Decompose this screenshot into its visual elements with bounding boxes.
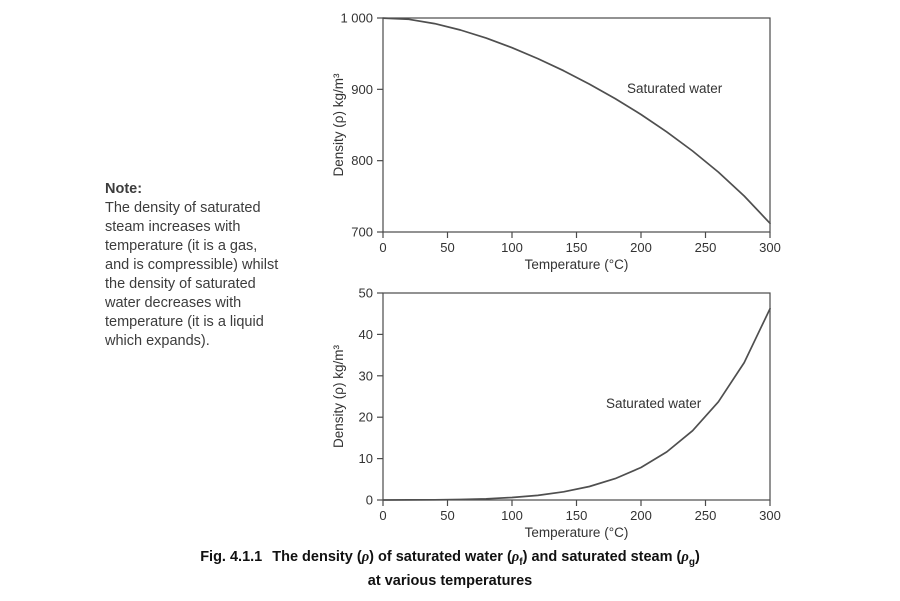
svg-text:200: 200 <box>630 508 652 523</box>
rho-symbol: ρ <box>361 549 370 565</box>
caption-line-2: at various temperatures <box>367 572 533 589</box>
subscript-g: g <box>688 556 695 568</box>
caption-line-1: Fig. 4.1.1 The density (ρ) of saturated w… <box>0 548 900 572</box>
note-block: Note: The density of saturated steam inc… <box>105 180 315 351</box>
svg-text:1 000: 1 000 <box>340 11 373 26</box>
figure-caption: Fig. 4.1.1 The density (ρ) of saturated w… <box>0 548 900 591</box>
caption-text: ) of saturated water ( <box>369 549 512 565</box>
svg-text:100: 100 <box>501 240 523 255</box>
svg-text:20: 20 <box>359 410 373 425</box>
svg-text:30: 30 <box>359 368 373 383</box>
note-title: Note: <box>105 181 143 197</box>
series-label-water: Saturated water <box>627 81 723 96</box>
svg-text:0: 0 <box>379 240 386 255</box>
svg-text:200: 200 <box>630 240 652 255</box>
svg-text:50: 50 <box>440 508 454 523</box>
svg-text:250: 250 <box>695 508 717 523</box>
series-label-steam: Saturated water <box>606 396 702 411</box>
svg-text:700: 700 <box>351 225 373 240</box>
subscript-f: f <box>519 556 523 568</box>
caption-text: ) and saturated steam ( <box>522 549 682 565</box>
svg-text:Temperature (°C): Temperature (°C) <box>525 525 629 540</box>
svg-text:Density (ρ) kg/m³: Density (ρ) kg/m³ <box>331 345 346 448</box>
svg-text:800: 800 <box>351 153 373 168</box>
rho-symbol: ρ <box>511 549 520 565</box>
saturated-water-density-chart: 700 800 900 1 000 0 50 100 150 200 250 300 Temperat… <box>331 11 781 273</box>
note-body: The density of saturated steam increases… <box>105 200 279 349</box>
svg-text:50: 50 <box>359 286 373 301</box>
caption-text: The density ( <box>272 549 362 565</box>
figure-number: Fig. 4.1.1 <box>200 549 263 565</box>
svg-text:300: 300 <box>759 240 781 255</box>
svg-text:40: 40 <box>359 327 373 342</box>
svg-text:Density (ρ) kg/m³: Density (ρ) kg/m³ <box>331 73 346 176</box>
svg-text:100: 100 <box>501 508 523 523</box>
svg-text:0: 0 <box>379 508 386 523</box>
svg-text:Temperature (°C): Temperature (°C) <box>525 257 629 272</box>
rho-symbol: ρ <box>681 549 689 565</box>
svg-text:0: 0 <box>366 493 373 508</box>
svg-text:150: 150 <box>566 508 588 523</box>
saturated-steam-density-chart: 0 10 20 30 40 50 0 50 100 150 200 250 300 Temperature… <box>331 286 781 541</box>
svg-text:10: 10 <box>359 451 373 466</box>
svg-text:300: 300 <box>759 508 781 523</box>
svg-text:50: 50 <box>440 240 454 255</box>
svg-text:150: 150 <box>566 240 588 255</box>
svg-text:250: 250 <box>695 240 717 255</box>
caption-text: ) <box>694 549 700 565</box>
svg-text:900: 900 <box>351 82 373 97</box>
